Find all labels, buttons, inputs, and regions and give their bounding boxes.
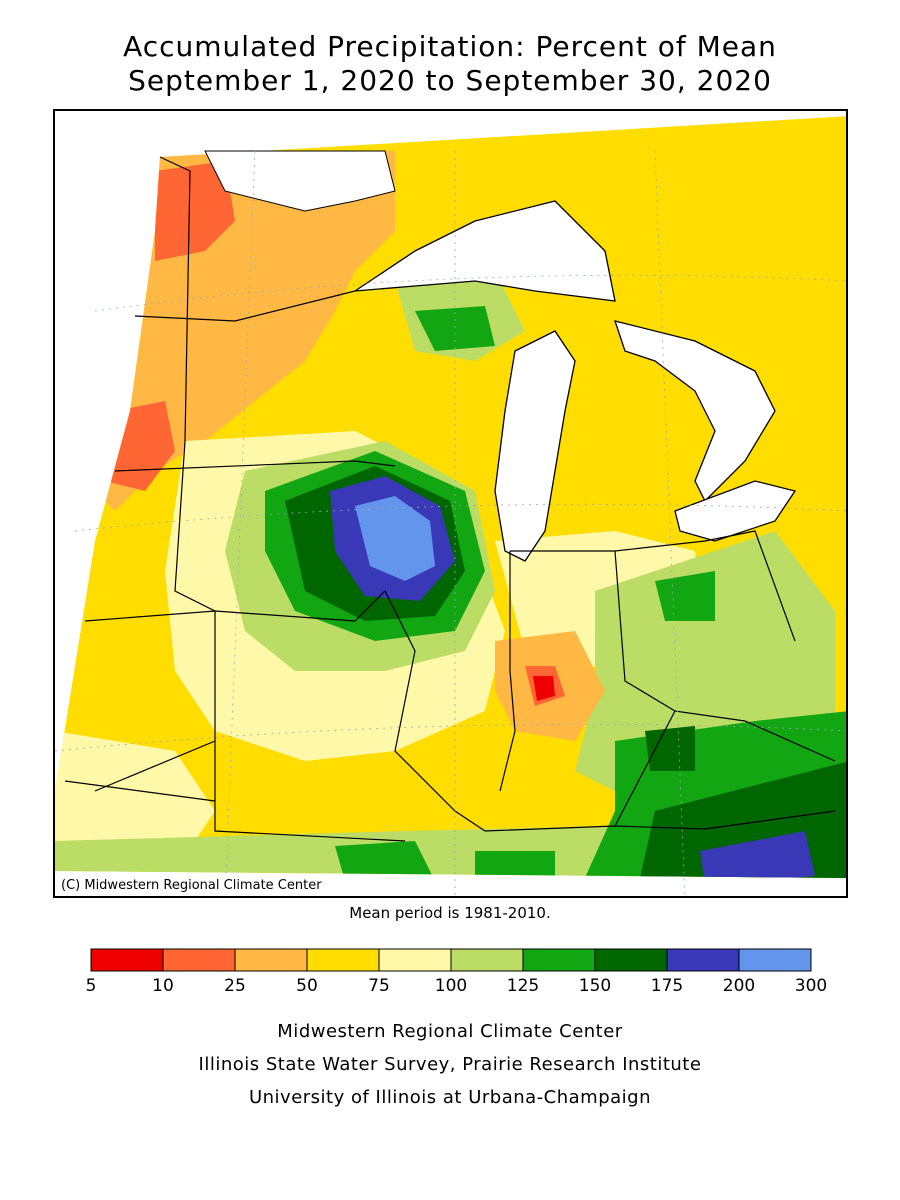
map-canvas xyxy=(55,116,846,896)
credit-line1: Midwestern Regional Climate Center xyxy=(277,1021,623,1042)
map-copyright: (C) Midwestern Regional Climate Center xyxy=(57,877,326,894)
legend-swatch xyxy=(90,948,164,972)
legend-tick-label: 75 xyxy=(368,976,390,996)
legend-swatch xyxy=(378,948,452,972)
legend-tick-label: 150 xyxy=(578,976,612,996)
state-boundaries xyxy=(64,156,836,842)
credit-line3: University of Illinois at Urbana-Champai… xyxy=(248,1087,652,1108)
credit-line2: Illinois State Water Survey, Prairie Res… xyxy=(198,1054,702,1075)
legend-tick-label: 100 xyxy=(434,976,468,996)
legend-swatch xyxy=(234,948,308,972)
legend-tick-label: 25 xyxy=(224,976,246,996)
map-title-line1: Accumulated Precipitation: Percent of Me… xyxy=(123,30,777,63)
legend-tick-label: 5 xyxy=(85,976,97,996)
legend-swatch xyxy=(306,948,380,972)
map-title-line2: September 1, 2020 to September 30, 2020 xyxy=(128,64,772,97)
legend-tick-label: 125 xyxy=(506,976,540,996)
legend-swatch xyxy=(162,948,236,972)
color-legend xyxy=(90,948,812,972)
legend-tick-label: 10 xyxy=(152,976,174,996)
legend-swatch xyxy=(522,948,596,972)
mean-period-note: Mean period is 1981-2010. xyxy=(349,904,551,922)
legend-tick-label: 50 xyxy=(296,976,318,996)
legend-tick-label: 200 xyxy=(722,976,756,996)
graticule xyxy=(55,150,846,896)
legend-swatch xyxy=(594,948,668,972)
legend-swatch xyxy=(450,948,524,972)
legend-tick-label: 175 xyxy=(650,976,684,996)
legend-swatch xyxy=(666,948,740,972)
legend-swatch xyxy=(738,948,812,972)
precipitation-map: (C) Midwestern Regional Climate Center xyxy=(53,109,848,898)
legend-tick-label: 300 xyxy=(794,976,828,996)
